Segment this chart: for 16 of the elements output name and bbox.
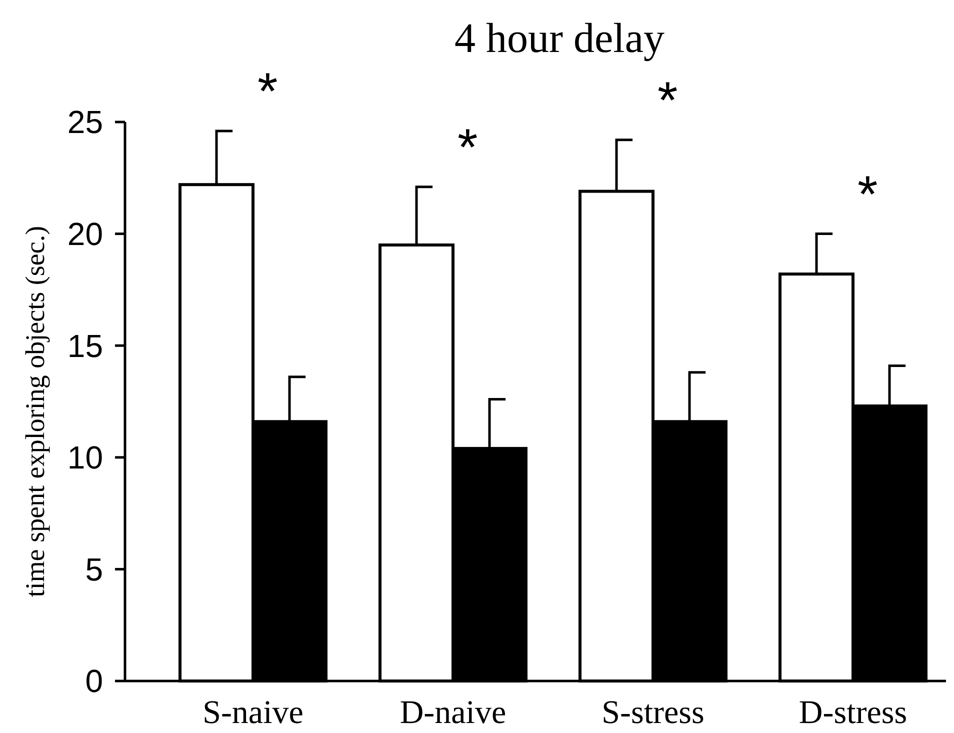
y-tick-label: 0: [85, 663, 103, 700]
x-tick-label: S-stress: [602, 695, 704, 731]
annotation: *: [657, 72, 678, 130]
y-tick-label: 20: [67, 216, 103, 252]
x-tick-label: S-naive: [202, 695, 304, 731]
x-tick-label: D-naive: [400, 695, 506, 731]
y-tick-label: 5: [85, 551, 103, 588]
y-tick-label: 15: [67, 328, 103, 364]
annotation: *: [457, 118, 478, 177]
x-tick-label: D-stress: [798, 695, 908, 731]
chart-title: 4 hour delay: [454, 16, 664, 62]
text: *: [257, 62, 278, 121]
y-tick-label: 10: [67, 440, 103, 476]
y-tick-label: 25: [67, 104, 103, 140]
y-axis-title: time spent exploring objects (sec.): [20, 226, 50, 598]
annotation: *: [857, 166, 878, 224]
